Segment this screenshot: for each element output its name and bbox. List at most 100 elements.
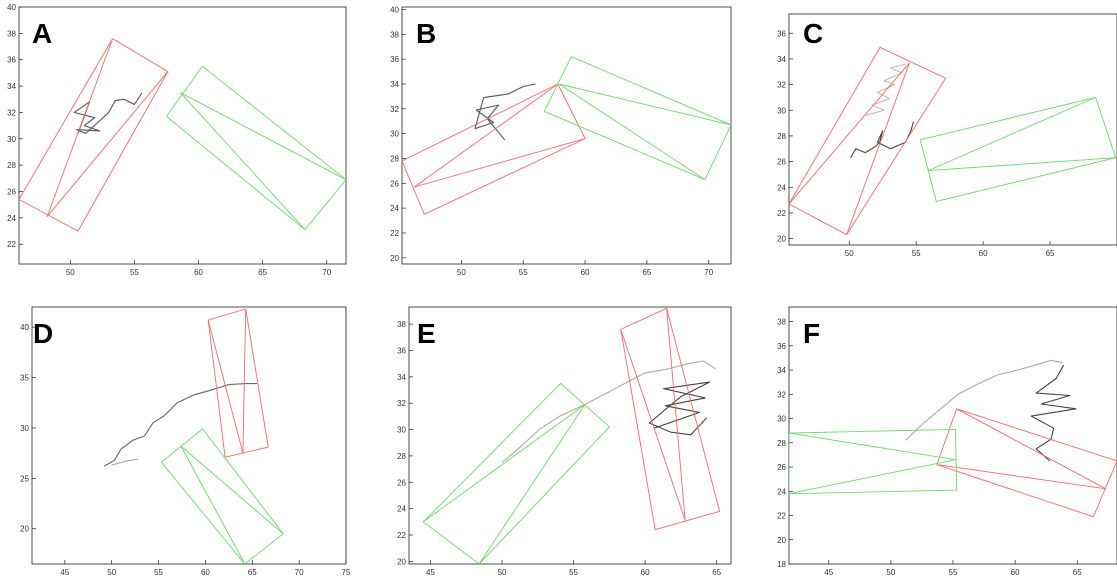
x-tick-label: 55 [154, 568, 163, 577]
y-tick-label: 22 [390, 229, 399, 238]
x-tick-label: 60 [201, 568, 210, 577]
y-tick-label: 24 [390, 204, 399, 213]
y-tick-label: 36 [7, 56, 16, 65]
y-tick-label: 22 [7, 240, 16, 249]
x-tick-label: 65 [642, 268, 651, 277]
plot-area [402, 56, 731, 215]
y-tick-label: 26 [777, 158, 786, 167]
y-tick-label: 35 [20, 374, 29, 383]
series-diagonal [180, 92, 306, 231]
plot-area [19, 38, 346, 232]
y-tick-label: 30 [20, 424, 29, 433]
y-tick-label: 22 [397, 531, 406, 540]
x-tick-label: 55 [130, 268, 139, 277]
plot-frame [18, 6, 347, 265]
y-tick-label: 28 [397, 452, 406, 461]
panel-d: 45 50 55 60 65 70 75 20 25 30 35 40 D [20, 306, 351, 577]
x-tick-label: 55 [912, 249, 921, 258]
y-tick-label: 26 [7, 188, 16, 197]
y-tick-label: 38 [777, 318, 786, 327]
series-rectangle [620, 307, 721, 531]
series-diagonal [558, 83, 706, 180]
y-tick-label: 30 [777, 415, 786, 424]
y-tick-label: 34 [777, 55, 786, 64]
y-tick-label: 30 [397, 426, 406, 435]
series-track [474, 83, 536, 141]
panel-a: 50 55 60 65 70 22 24 26 28 30 32 34 36 38 40 A [7, 3, 347, 277]
y-tick-label: 30 [777, 106, 786, 115]
series-diagonal [207, 319, 244, 454]
x-tick-label: 65 [712, 568, 721, 577]
y-tick-label: 24 [397, 505, 406, 514]
series-diagonal [620, 329, 686, 521]
series-diagonal [928, 157, 1116, 172]
y-tick-label: 40 [20, 323, 29, 332]
y-tick-label: 18 [777, 560, 786, 569]
y-tick-label: 26 [390, 179, 399, 188]
y-tick-label: 28 [777, 439, 786, 448]
y-tick-label: 28 [390, 154, 399, 163]
y-tick-label: 24 [777, 487, 786, 496]
y-tick-label: 22 [777, 512, 786, 521]
x-tick-label: 45 [426, 568, 435, 577]
y-tick-label: 28 [7, 161, 16, 170]
series-track-faint [865, 63, 906, 116]
series-diagonal [846, 62, 910, 235]
series-diagonal [46, 71, 169, 217]
panel-letter: D [33, 318, 53, 349]
panel-letter: F [803, 318, 820, 349]
series-diagonal [789, 62, 910, 205]
series-rectangle [166, 65, 346, 231]
y-tick-label: 36 [397, 346, 406, 355]
y-tick-label: 30 [390, 130, 399, 139]
y-tick-label: 36 [777, 29, 786, 38]
series-diagonal [928, 96, 1096, 172]
x-tick-label: 75 [342, 568, 351, 577]
plot-frame [31, 306, 347, 565]
y-tick-label: 30 [7, 135, 16, 144]
panel-letter: C [803, 18, 823, 49]
panel-f: 45 50 55 60 65 18 20 22 24 26 28 30 32 34 36 38 F [777, 306, 1117, 577]
x-tick-label: 70 [704, 268, 713, 277]
y-tick-label: 24 [7, 214, 16, 223]
plot-area [422, 307, 721, 564]
y-tick-label: 32 [390, 105, 399, 114]
series-diagonal [180, 92, 346, 181]
x-tick-label: 55 [949, 568, 958, 577]
y-tick-label: 32 [777, 390, 786, 399]
plot-area [789, 46, 1117, 236]
x-tick-label: 50 [886, 568, 895, 577]
x-tick-label: 50 [498, 568, 507, 577]
x-tick-label: 45 [824, 568, 833, 577]
y-tick-label: 40 [7, 3, 16, 12]
y-tick-label: 32 [7, 108, 16, 117]
y-tick-label: 25 [20, 474, 29, 483]
y-tick-label: 20 [390, 254, 399, 263]
y-tick-label: 20 [777, 536, 786, 545]
x-tick-label: 60 [979, 249, 988, 258]
y-tick-label: 32 [777, 81, 786, 90]
y-tick-label: 34 [7, 82, 16, 91]
series-diagonal [242, 308, 247, 454]
y-tick-label: 28 [777, 132, 786, 141]
y-tick-label: 38 [7, 29, 16, 38]
y-tick-label: 38 [390, 30, 399, 39]
y-tick-label: 40 [390, 5, 399, 14]
plot-frame [788, 13, 1117, 246]
y-tick-label: 34 [390, 80, 399, 89]
x-tick-label: 60 [1011, 568, 1020, 577]
x-tick-label: 70 [295, 568, 304, 577]
y-tick-label: 34 [397, 373, 406, 382]
x-tick-label: 50 [845, 249, 854, 258]
y-tick-label: 26 [397, 478, 406, 487]
panel-c: 50 55 60 65 20 22 24 26 28 30 32 34 36 C [777, 13, 1117, 258]
plot-frame [788, 306, 1117, 565]
x-tick-label: 50 [107, 568, 116, 577]
plot-area [789, 359, 1117, 518]
series-rectangle [543, 56, 731, 181]
panel-letter: A [32, 18, 52, 49]
y-tick-label: 32 [397, 399, 406, 408]
x-tick-label: 50 [66, 268, 75, 277]
panel-b: 50 55 60 65 70 20 22 24 26 28 30 32 34 36 38 40 B [390, 5, 732, 277]
series-diagonal [180, 445, 246, 564]
